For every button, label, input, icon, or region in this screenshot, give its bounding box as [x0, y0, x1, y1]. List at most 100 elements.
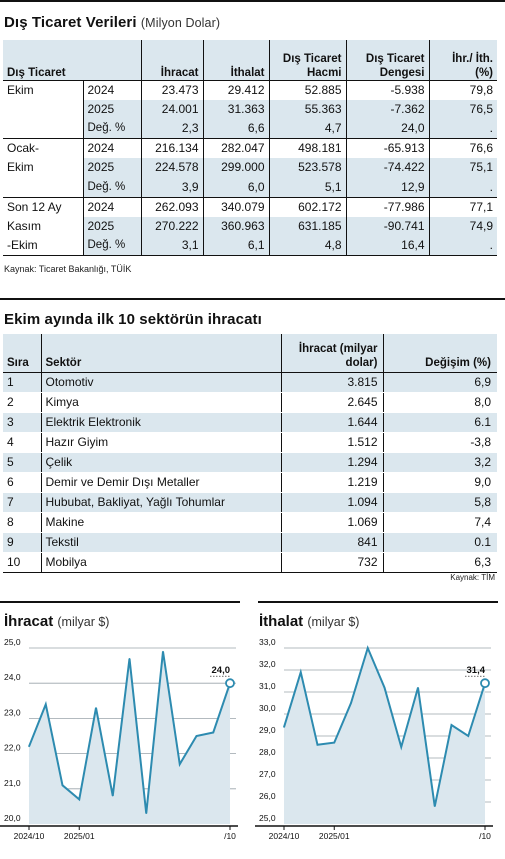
sector-row: 10 Mobilya 732 6,3	[3, 552, 497, 573]
trade-value-cell: 299.000	[202, 158, 269, 178]
sector-rank: 10	[3, 552, 42, 573]
y-tick-label: 33,0	[259, 637, 276, 647]
sector-export: 1.069	[281, 512, 384, 533]
data-point	[333, 742, 335, 744]
sector-rank: 6	[3, 472, 42, 493]
x-tick-label: 2024/10	[269, 831, 300, 841]
data-point	[195, 735, 198, 737]
export-chart-title: İhracat (milyar $)	[4, 613, 110, 630]
trade-value-cell: 52.885	[268, 80, 346, 100]
sector-change: -3,8	[383, 432, 497, 453]
data-point	[78, 798, 80, 800]
sector-rank: 5	[3, 452, 42, 473]
trade-title-text: Dış Ticaret Verileri	[4, 14, 137, 31]
sectors-table: Sıra Sektör İhracat (milyar dolar) Değiş…	[3, 334, 497, 573]
trade-group-label	[3, 177, 83, 198]
trade-value-cell: 24,0	[345, 119, 429, 139]
trade-value-cell: -7.362	[345, 99, 429, 119]
trade-header-volume: Dış Ticaret Hacmi	[268, 40, 346, 80]
sector-rank: 7	[3, 492, 42, 513]
trade-source: Kaynak: Ticaret Bakanlığı, TÜİK	[4, 264, 132, 274]
x-tick-label: 2025/01	[319, 831, 350, 841]
sector-change: 3,2	[383, 452, 497, 473]
data-point	[179, 763, 181, 765]
data-point	[417, 687, 419, 689]
trade-value-cell: 4,7	[268, 119, 346, 139]
sector-row: 9 Tekstil 841 0.1	[3, 532, 497, 553]
x-tick-label: /10	[224, 831, 236, 841]
data-point	[128, 657, 131, 660]
trade-value-cell: 6,1	[202, 236, 269, 256]
trade-row: Ekim 2025 224.578 299.000 523.578 -74.422 75,1	[3, 158, 497, 178]
sector-name: Çelik	[41, 452, 282, 473]
y-tick-label: 27,0	[259, 769, 276, 779]
y-tick-label: 21,0	[4, 778, 21, 788]
data-point	[61, 784, 64, 786]
trade-group-label: Ocak-	[7, 141, 40, 155]
y-tick-label: 24,0	[4, 672, 21, 682]
sectors-header-rank: Sıra	[3, 334, 42, 372]
data-point	[212, 731, 214, 734]
trade-year-cell: 2025	[82, 216, 141, 236]
sectors-header-change: Değişim (%)	[383, 334, 497, 372]
trade-value-cell: 6,0	[202, 177, 269, 198]
trade-value-cell: 5,1	[268, 177, 346, 198]
trade-title: Dış Ticaret Verileri (Milyon Dolar)	[4, 14, 220, 31]
trade-subtitle: (Milyon Dolar)	[140, 16, 221, 30]
trade-row: -Ekim Değ. % 3,1 6,1 4,8 16,4.	[3, 236, 497, 256]
y-tick-label: 31,0	[259, 681, 276, 691]
trade-value-cell: 270.222	[140, 216, 203, 236]
sector-rank: 4	[3, 432, 42, 453]
trade-value-cell: 360.963	[202, 216, 269, 236]
trade-group-label	[3, 119, 83, 139]
sector-export: 1.512	[281, 432, 384, 453]
last-value-label: 24,0	[212, 665, 231, 676]
trade-value-cell: 224.578	[140, 158, 203, 178]
import-chart-title: İthalat (milyar $)	[259, 613, 360, 630]
area-fill	[29, 651, 230, 824]
sector-name: Hububat, Bakliyat, Yağlı Tohumlar	[41, 492, 282, 513]
sector-change: 0.1	[383, 532, 497, 553]
data-point	[467, 735, 469, 737]
trade-year-cell: Değ. %	[82, 236, 141, 256]
trade-value-cell: 216.134	[140, 138, 203, 158]
trade-year-cell: Değ. %	[82, 177, 141, 198]
sectors-title: Ekim ayında ilk 10 sektörün ihracatı	[4, 311, 262, 328]
data-point	[450, 724, 453, 726]
sector-export: 1.094	[281, 492, 384, 513]
sector-row: 4 Hazır Giyim 1.512 -3,8	[3, 432, 497, 453]
trade-value-cell: 498.181	[268, 138, 346, 158]
y-tick-label: 29,0	[259, 725, 276, 735]
sector-export: 1.294	[281, 452, 384, 473]
sector-row: 3 Elektrik Elektronik 1.644 6.1	[3, 412, 497, 433]
trade-value-cell: 76,6	[428, 138, 497, 158]
trade-value-cell: 262.093	[140, 197, 203, 217]
data-point	[367, 647, 369, 649]
data-point	[300, 671, 302, 673]
trade-value-cell: .	[428, 119, 497, 139]
sectors-header-export: İhracat (milyar dolar)	[281, 334, 384, 372]
trade-group-label: Ekim	[7, 82, 34, 97]
trade-value-cell: -5.938	[345, 80, 429, 100]
trade-year-cell: 2025	[82, 158, 141, 178]
data-point	[400, 746, 402, 748]
sector-rank: 8	[3, 512, 42, 533]
data-point	[145, 812, 147, 815]
trade-value-cell: 29.412	[202, 80, 269, 100]
trade-value-cell: 77,1	[428, 197, 497, 217]
sector-name: Tekstil	[41, 532, 282, 553]
trade-row: Ekim 2024 23.473 29.412 52.885 -5.938 79,8	[3, 80, 497, 100]
last-point-marker	[480, 678, 490, 689]
y-tick-label: 25,0	[259, 813, 276, 823]
trade-group-label: Son 12 Ay	[7, 199, 62, 214]
area-fill	[284, 648, 485, 824]
sector-change: 5,8	[383, 492, 497, 513]
section-rule-trade	[0, 0, 505, 2]
trade-value-cell: -90.741	[345, 216, 429, 236]
trade-row: 2025 24.001 31.363 55.363 -7.362 76,5	[3, 99, 497, 119]
trade-group-label: -Ekim	[3, 236, 83, 256]
sector-name: Elektrik Elektronik	[41, 412, 282, 433]
trade-value-cell: 340.079	[202, 197, 269, 217]
trade-header-1	[83, 40, 141, 80]
sector-row: 5 Çelik 1.294 3,2	[3, 452, 497, 473]
